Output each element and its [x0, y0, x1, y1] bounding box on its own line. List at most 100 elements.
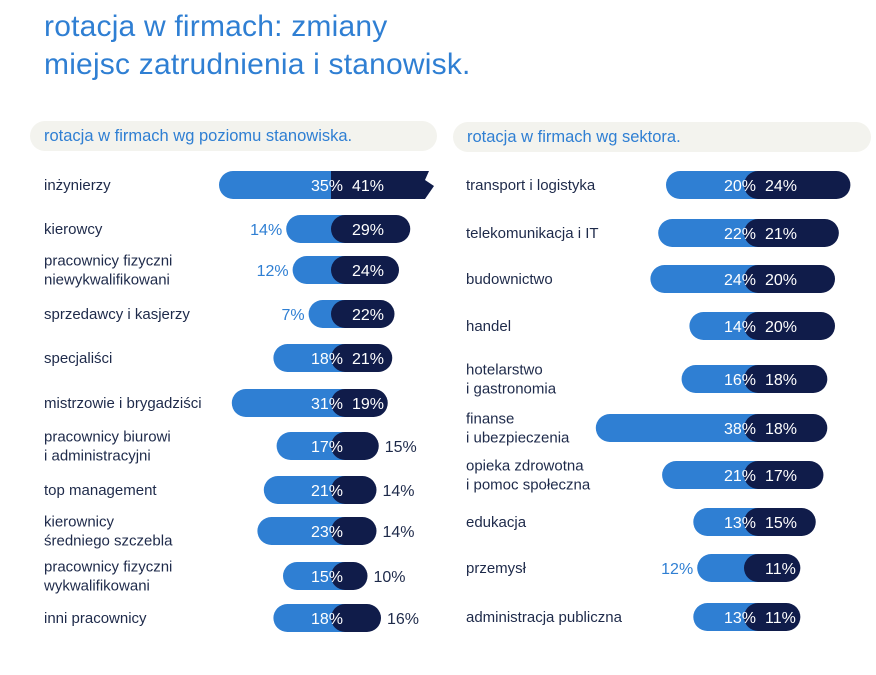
sector-category-label: budownictwo	[466, 271, 553, 288]
position-bar-series-1	[219, 171, 359, 199]
position-value-label-series-2: 41%	[352, 178, 384, 195]
sector-category-label: telekomunikacja i IT	[466, 225, 599, 242]
position-category-label: kierowcy	[44, 221, 103, 238]
position-value-label-series-1: 17%	[311, 439, 343, 456]
position-bar-series-2	[331, 215, 411, 243]
position-bar-series-2	[331, 256, 399, 284]
sector-value-label-series-2: 15%	[765, 515, 797, 532]
sector-value-label-series-1: 16%	[724, 372, 756, 389]
sector-value-label-series-1: 13%	[724, 515, 756, 532]
sector-bar-series-2	[744, 265, 835, 293]
position-category-label: wykwalifikowani	[43, 578, 150, 595]
position-bar-series-2	[331, 604, 381, 632]
chart-title-sector: rotacja w firmach wg sektora.	[453, 122, 871, 152]
sector-category-label: transport i logistyka	[466, 177, 596, 194]
sector-value-label-series-1: 14%	[724, 319, 756, 336]
position-category-label: inni pracownicy	[44, 610, 147, 627]
position-value-label-series-1: 18%	[311, 351, 343, 368]
sector-bar-series-2	[744, 508, 816, 536]
sector-category-label: i gastronomia	[466, 381, 557, 398]
position-category-label: niewykwalifikowani	[44, 272, 170, 289]
sector-bar-series-2	[744, 312, 835, 340]
sector-bar-series-2	[744, 171, 851, 199]
position-value-label-series-2: 14%	[383, 483, 415, 500]
position-category-label: specjaliści	[44, 350, 112, 367]
chart-title-position-level: rotacja w firmach wg poziomu stanowiska.	[30, 121, 437, 151]
position-value-label-series-2: 21%	[352, 351, 384, 368]
position-value-label-series-1: 23%	[311, 524, 343, 541]
position-value-label-series-2: 14%	[383, 524, 415, 541]
position-bar-series-2	[331, 300, 395, 328]
sector-bar-series-2	[744, 219, 839, 247]
sector-value-label-series-1: 20%	[724, 178, 756, 195]
position-category-label: średniego szczebla	[44, 533, 173, 550]
sector-category-label: i ubezpieczenia	[466, 430, 570, 447]
position-bar-series-2	[331, 344, 393, 372]
sector-value-label-series-2: 20%	[765, 272, 797, 289]
position-value-label-series-2: 22%	[352, 307, 384, 324]
position-value-label-series-1: 31%	[311, 396, 343, 413]
position-value-label-series-1: 35%	[311, 178, 343, 195]
position-value-label-series-1: 15%	[311, 569, 343, 586]
position-category-label: pracownicy fizyczni	[44, 253, 172, 270]
title-line-2: miejsc zatrudnienia i stanowisk.	[44, 48, 471, 81]
sector-value-label-series-1: 22%	[724, 226, 756, 243]
position-value-label-series-1: 14%	[250, 222, 282, 239]
sector-value-label-series-1: 21%	[724, 468, 756, 485]
position-category-label: top management	[44, 482, 157, 499]
sector-bar-series-1	[666, 171, 772, 199]
sector-bar-series-1	[595, 414, 772, 442]
position-value-label-series-2: 16%	[387, 611, 419, 628]
sector-value-label-series-1: 24%	[724, 272, 756, 289]
position-bar-series-1	[231, 389, 359, 417]
sector-category-label: finanse	[466, 411, 514, 428]
sector-bar-series-1	[662, 461, 772, 489]
sector-category-label: opieka zdrowotna	[466, 458, 584, 475]
sector-value-label-series-2: 11%	[765, 561, 796, 578]
sector-bar-series-2	[744, 461, 824, 489]
sector-category-label: przemysł	[466, 560, 527, 577]
sector-value-label-series-2: 24%	[765, 178, 797, 195]
position-value-label-series-1: 12%	[257, 263, 289, 280]
sector-category-label: hotelarstwo	[466, 362, 543, 379]
sector-value-label-series-2: 17%	[765, 468, 797, 485]
position-category-label: pracownicy fizyczni	[44, 559, 172, 576]
sector-value-label-series-2: 11%	[765, 610, 796, 627]
position-value-label-series-2: 19%	[352, 396, 384, 413]
position-value-label-series-1: 21%	[311, 483, 343, 500]
position-category-label: i administracyjni	[44, 448, 151, 465]
position-value-label-series-2: 29%	[352, 222, 384, 239]
sector-value-label-series-1: 13%	[724, 610, 756, 627]
sector-bar-series-1	[658, 219, 772, 247]
position-value-label-series-1: 18%	[311, 611, 343, 628]
sector-value-label-series-2: 20%	[765, 319, 797, 336]
position-bar-series-2	[331, 517, 377, 545]
sector-value-label-series-2: 18%	[765, 421, 797, 438]
position-category-label: inżynierzy	[44, 177, 111, 194]
sector-bar-series-1	[650, 265, 772, 293]
sector-bar-series-2	[744, 603, 801, 631]
sector-category-label: handel	[466, 318, 511, 335]
position-value-label-series-1: 7%	[281, 307, 304, 324]
position-value-label-series-2: 24%	[352, 263, 384, 280]
position-value-label-series-2: 15%	[385, 439, 417, 456]
page-title: rotacja w firmach: zmiany miejsc zatrudn…	[44, 8, 471, 84]
sector-value-label-series-2: 21%	[765, 226, 797, 243]
position-bar-series-2	[331, 432, 379, 460]
sector-category-label: i pomoc społeczna	[466, 477, 591, 494]
sector-value-label-series-1: 38%	[724, 421, 756, 438]
position-category-label: kierownicy	[44, 514, 115, 531]
sector-value-label-series-1: 12%	[661, 561, 693, 578]
position-category-label: sprzedawcy i kasjerzy	[44, 306, 190, 323]
position-category-label: mistrzowie i brygadziści	[44, 395, 202, 412]
position-bar-series-2	[331, 562, 368, 590]
sector-bar-series-2	[744, 365, 828, 393]
sector-category-label: edukacja	[466, 514, 527, 531]
position-category-label: pracownicy biurowi	[44, 429, 171, 446]
position-bar-series-2	[331, 389, 388, 417]
title-line-1: rotacja w firmach: zmiany	[44, 10, 388, 43]
sector-category-label: administracja publiczna	[466, 609, 623, 626]
position-bar-series-2	[331, 476, 377, 504]
sector-bar-series-2	[744, 414, 828, 442]
